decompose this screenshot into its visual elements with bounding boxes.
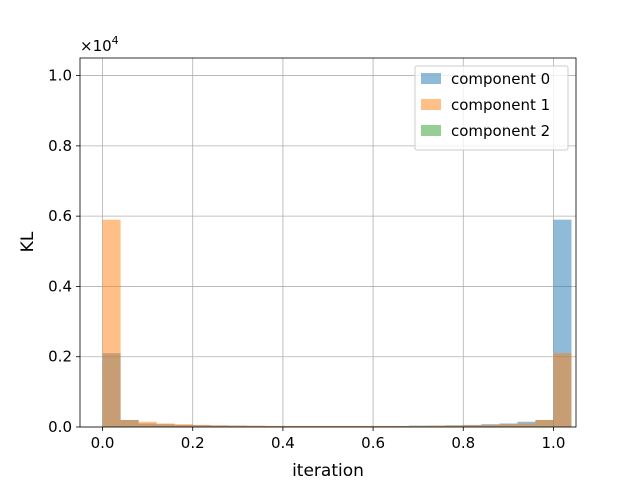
bar-series-1 bbox=[553, 353, 572, 427]
bar-series-1 bbox=[535, 419, 554, 427]
x-tick-label: 0.2 bbox=[181, 434, 205, 452]
legend: component 0 component 1 component 2 bbox=[414, 65, 569, 151]
y-tick-label: 0.8 bbox=[48, 137, 72, 155]
bar-series-1 bbox=[156, 423, 175, 427]
legend-label-2: component 2 bbox=[451, 122, 550, 140]
bar-series-1 bbox=[174, 424, 193, 427]
y-tick-label: 0.2 bbox=[48, 348, 72, 366]
bar-series-1 bbox=[337, 425, 356, 427]
bar-series-1 bbox=[102, 219, 121, 427]
bar-series-1 bbox=[481, 424, 500, 427]
bar-series-1 bbox=[120, 419, 139, 427]
x-axis-label: iteration bbox=[292, 461, 364, 480]
y-tick-label: 0.0 bbox=[48, 418, 72, 436]
bar-series-1 bbox=[517, 423, 536, 427]
legend-swatch-1 bbox=[421, 99, 441, 110]
x-tick-label: 0.8 bbox=[451, 434, 475, 452]
legend-frame bbox=[414, 65, 569, 151]
bar-series-1 bbox=[210, 425, 229, 427]
bar-series-1 bbox=[427, 425, 446, 427]
bar-series-1 bbox=[409, 425, 428, 427]
bar-series-1 bbox=[445, 425, 464, 427]
y-tick-label: 0.6 bbox=[48, 207, 72, 225]
x-tick-label: 0.6 bbox=[361, 434, 385, 452]
y-tick-label: 1.0 bbox=[48, 67, 72, 85]
legend-label-1: component 1 bbox=[451, 96, 550, 114]
bar-series-1 bbox=[192, 424, 211, 427]
bar-series-1 bbox=[138, 421, 157, 427]
bar-series-1 bbox=[499, 424, 518, 427]
y-multiplier: ×104 bbox=[80, 34, 119, 55]
x-tick-label: 0.0 bbox=[91, 434, 115, 452]
bar-series-1 bbox=[463, 425, 482, 427]
bar-series-1 bbox=[318, 425, 338, 427]
legend-swatch-2 bbox=[421, 125, 441, 136]
legend-label-0: component 0 bbox=[451, 70, 550, 88]
y-axis-label: KL bbox=[18, 231, 38, 252]
bar-series-1 bbox=[282, 425, 301, 427]
legend-swatch-0 bbox=[421, 73, 441, 84]
bar-series-1 bbox=[264, 425, 283, 427]
plot-frame bbox=[79, 57, 577, 428]
histogram-bars bbox=[102, 219, 572, 427]
bar-series-1 bbox=[373, 425, 392, 427]
bar-series-1 bbox=[355, 425, 374, 427]
bar-series-1 bbox=[228, 425, 247, 427]
bar-series-1 bbox=[246, 425, 265, 427]
bar-series-1 bbox=[300, 425, 319, 427]
y-tick-label: 0.4 bbox=[48, 277, 72, 295]
axis-ticks: 0.0 0.2 0.4 0.6 0.8 1.0 0.0 0.2 0.4 0.6 0.8 1.0 bbox=[48, 67, 565, 452]
x-tick-label: 1.0 bbox=[542, 434, 566, 452]
x-tick-label: 0.4 bbox=[271, 434, 295, 452]
bar-series-1 bbox=[391, 425, 410, 427]
